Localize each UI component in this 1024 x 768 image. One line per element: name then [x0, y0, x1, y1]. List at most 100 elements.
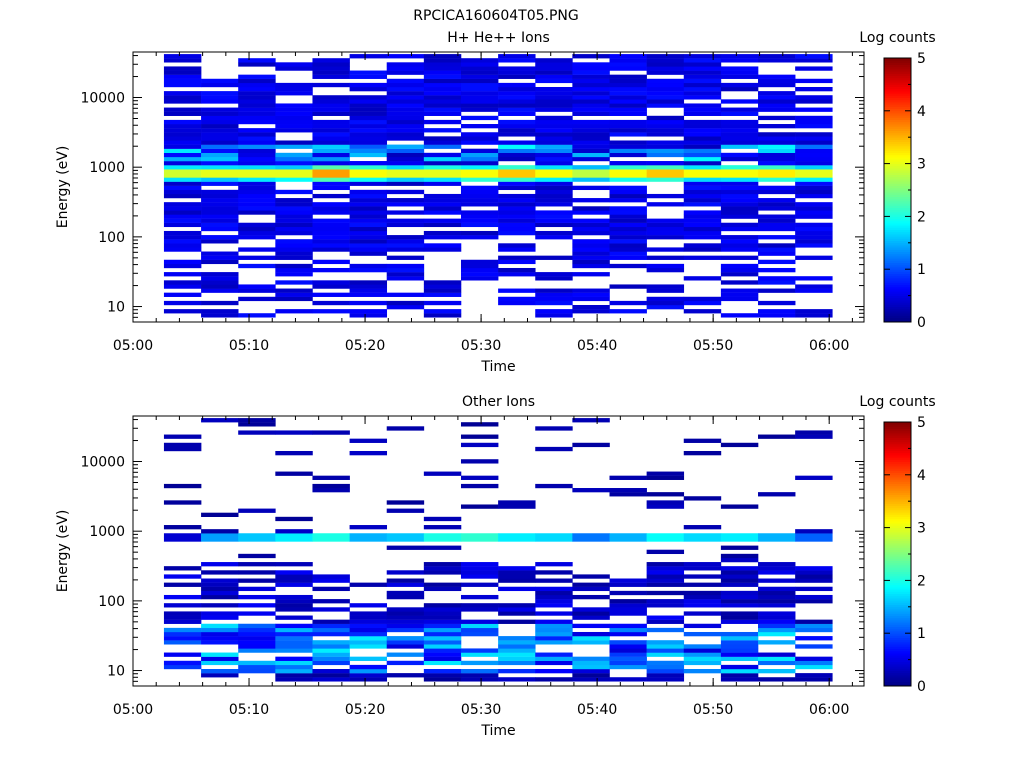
heatmap-cell	[275, 103, 313, 108]
colorbar-tick-label: 1	[917, 626, 926, 642]
heatmap-cell	[349, 218, 388, 223]
heatmap-cell	[572, 82, 610, 88]
heatmap-cell	[683, 82, 722, 88]
heatmap-cell	[275, 430, 313, 435]
heatmap-cell	[758, 165, 796, 170]
heatmap-cell	[572, 574, 610, 579]
colorbar-tick-label: 3	[917, 157, 926, 173]
heatmap-cell	[386, 119, 425, 125]
heatmap-cell	[646, 247, 685, 252]
heatmap-cell	[646, 255, 685, 260]
colorbar-segment	[884, 611, 911, 614]
heatmap-cell	[312, 161, 350, 166]
heatmap-cell	[163, 156, 202, 162]
heatmap-cell	[609, 173, 647, 178]
heatmap-cell	[423, 313, 462, 318]
heatmap-cell	[201, 181, 239, 186]
heatmap-cell	[535, 669, 573, 674]
heatmap-cell	[646, 669, 685, 674]
heatmap-cell	[275, 251, 313, 256]
heatmap-cell	[572, 206, 610, 211]
heatmap-cell	[498, 230, 536, 236]
heatmap-cell	[163, 640, 202, 645]
heatmap-cell	[572, 165, 610, 170]
heatmap-cell	[349, 152, 388, 158]
heatmap-cell	[163, 594, 202, 600]
heatmap-cell	[349, 111, 388, 116]
colorbar-segment	[884, 459, 911, 462]
heatmap-cell	[312, 267, 350, 273]
colorbar-segment	[884, 615, 911, 619]
heatmap-cell	[275, 107, 313, 112]
colorbar-segment	[884, 648, 911, 652]
colorbar-segment	[884, 604, 911, 608]
heatmap-cell	[312, 640, 350, 645]
heatmap-cell	[683, 173, 722, 178]
colorbar-segment	[884, 659, 911, 663]
heatmap-cell	[535, 70, 573, 75]
heatmap-cell	[720, 574, 759, 579]
heatmap-cell	[720, 255, 759, 260]
heatmap-cell	[275, 111, 313, 116]
heatmap-cell	[795, 599, 833, 604]
heatmap-cell	[386, 243, 425, 248]
heatmap-cell	[312, 475, 350, 480]
y-tick-label: 10	[107, 664, 125, 680]
heatmap-cell	[201, 259, 239, 265]
heatmap-cell	[572, 177, 610, 182]
heatmap-cell	[758, 656, 796, 661]
heatmap-cell	[201, 669, 239, 674]
heatmap-cell	[795, 177, 833, 182]
heatmap-cell	[312, 644, 350, 649]
heatmap-cell	[312, 574, 350, 579]
heatmap-cell	[758, 144, 796, 149]
colorbar-segment	[884, 679, 911, 682]
heatmap-cell	[720, 557, 759, 563]
heatmap-cell	[460, 631, 499, 637]
heatmap-cell	[423, 471, 462, 476]
heatmap-cell	[163, 566, 202, 571]
heatmap-cell	[201, 115, 239, 121]
heatmap-cell	[646, 169, 685, 174]
colorbar-segment	[884, 77, 911, 81]
heatmap-cell	[758, 570, 796, 575]
heatmap-cell	[238, 636, 276, 641]
heatmap-cell	[275, 669, 313, 674]
heatmap-cell	[312, 243, 350, 248]
heatmap-cell	[795, 677, 833, 682]
colorbar-tick-label: 1	[917, 262, 926, 278]
heatmap-cell	[386, 272, 425, 277]
heatmap-cell	[683, 152, 722, 158]
y-tick-label: 10	[107, 300, 125, 316]
heatmap-cell	[275, 570, 313, 575]
heatmap-cell	[349, 603, 388, 608]
colorbar-segment	[884, 75, 911, 79]
heatmap-cell	[609, 189, 647, 195]
colorbar-segment	[884, 490, 911, 493]
heatmap-cell	[423, 140, 462, 145]
colorbar-segment	[884, 64, 911, 68]
heatmap-cell	[423, 603, 462, 608]
colorbar-segment	[884, 521, 911, 524]
heatmap-cell	[498, 54, 536, 59]
colorbar-segment	[884, 293, 911, 296]
heatmap-cell	[238, 177, 276, 182]
colorbar-segment	[884, 573, 911, 577]
heatmap-cell	[758, 640, 796, 645]
heatmap-cell	[609, 132, 647, 137]
heatmap-cell	[758, 652, 796, 657]
heatmap-cell	[572, 140, 610, 145]
heatmap-cell	[535, 62, 573, 67]
colorbar-segment	[884, 470, 911, 473]
colorbar-segment	[884, 84, 911, 87]
heatmap-cell	[498, 611, 536, 616]
heatmap-cell	[646, 603, 685, 608]
colorbar-segment	[884, 146, 911, 149]
heatmap-cell	[609, 475, 647, 480]
heatmap-cell	[795, 533, 833, 538]
heatmap-cell	[498, 202, 536, 207]
heatmap-cell	[386, 115, 425, 121]
heatmap-cell	[498, 586, 536, 592]
